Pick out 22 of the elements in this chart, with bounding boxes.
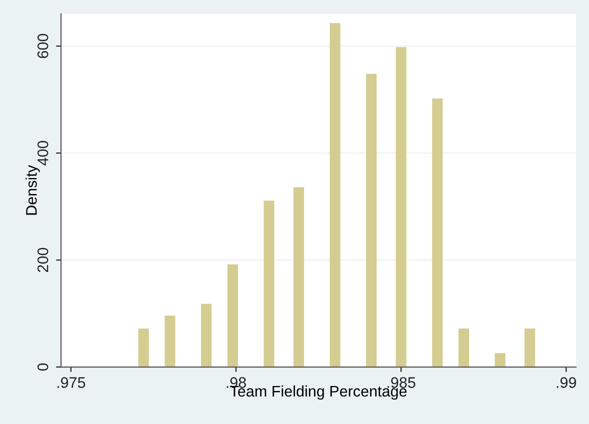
x-axis-title: Team Fielding Percentage: [230, 385, 407, 400]
bar: [138, 328, 149, 368]
bar: [494, 353, 506, 368]
y-tick-label: 0: [37, 363, 48, 371]
x-tick-label: .975: [57, 377, 86, 388]
bar: [264, 200, 274, 368]
bar: [396, 47, 406, 368]
bar: [201, 304, 212, 368]
y-tick-label: 400: [37, 140, 48, 166]
bar: [524, 328, 536, 368]
y-axis-title: Density: [26, 165, 40, 215]
x-tick-label: .985: [388, 377, 416, 388]
bar: [293, 187, 304, 368]
x-tick-label: .99: [556, 377, 576, 388]
bar: [330, 23, 340, 368]
bar: [227, 264, 238, 368]
y-tick-label: 600: [37, 34, 48, 58]
y-tick-label: 200: [37, 248, 48, 272]
bar: [164, 316, 176, 368]
bar: [458, 328, 470, 368]
bar: [432, 98, 443, 368]
bar: [366, 74, 377, 368]
